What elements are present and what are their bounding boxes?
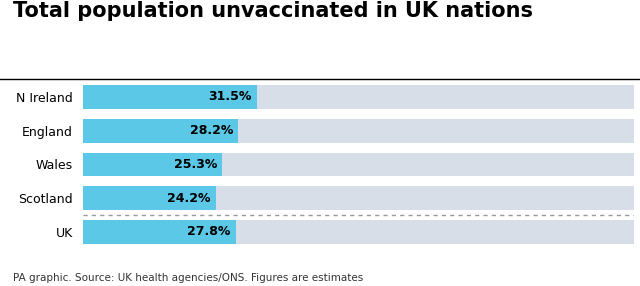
Text: 25.3%: 25.3% xyxy=(173,158,217,171)
Text: 31.5%: 31.5% xyxy=(208,90,251,104)
Text: Total population unvaccinated in UK nations: Total population unvaccinated in UK nati… xyxy=(13,1,532,21)
Text: 27.8%: 27.8% xyxy=(188,225,230,239)
Bar xyxy=(83,153,634,176)
Text: PA graphic. Source: UK health agencies/ONS. Figures are estimates: PA graphic. Source: UK health agencies/O… xyxy=(13,273,363,283)
Bar xyxy=(83,85,634,109)
Bar xyxy=(83,186,216,210)
Bar xyxy=(83,85,257,109)
Bar xyxy=(83,153,223,176)
Bar xyxy=(83,220,236,244)
Text: 24.2%: 24.2% xyxy=(168,192,211,205)
Bar xyxy=(83,186,634,210)
Bar xyxy=(83,220,634,244)
Bar xyxy=(83,119,239,142)
Text: 28.2%: 28.2% xyxy=(189,124,233,137)
Bar xyxy=(83,119,634,142)
